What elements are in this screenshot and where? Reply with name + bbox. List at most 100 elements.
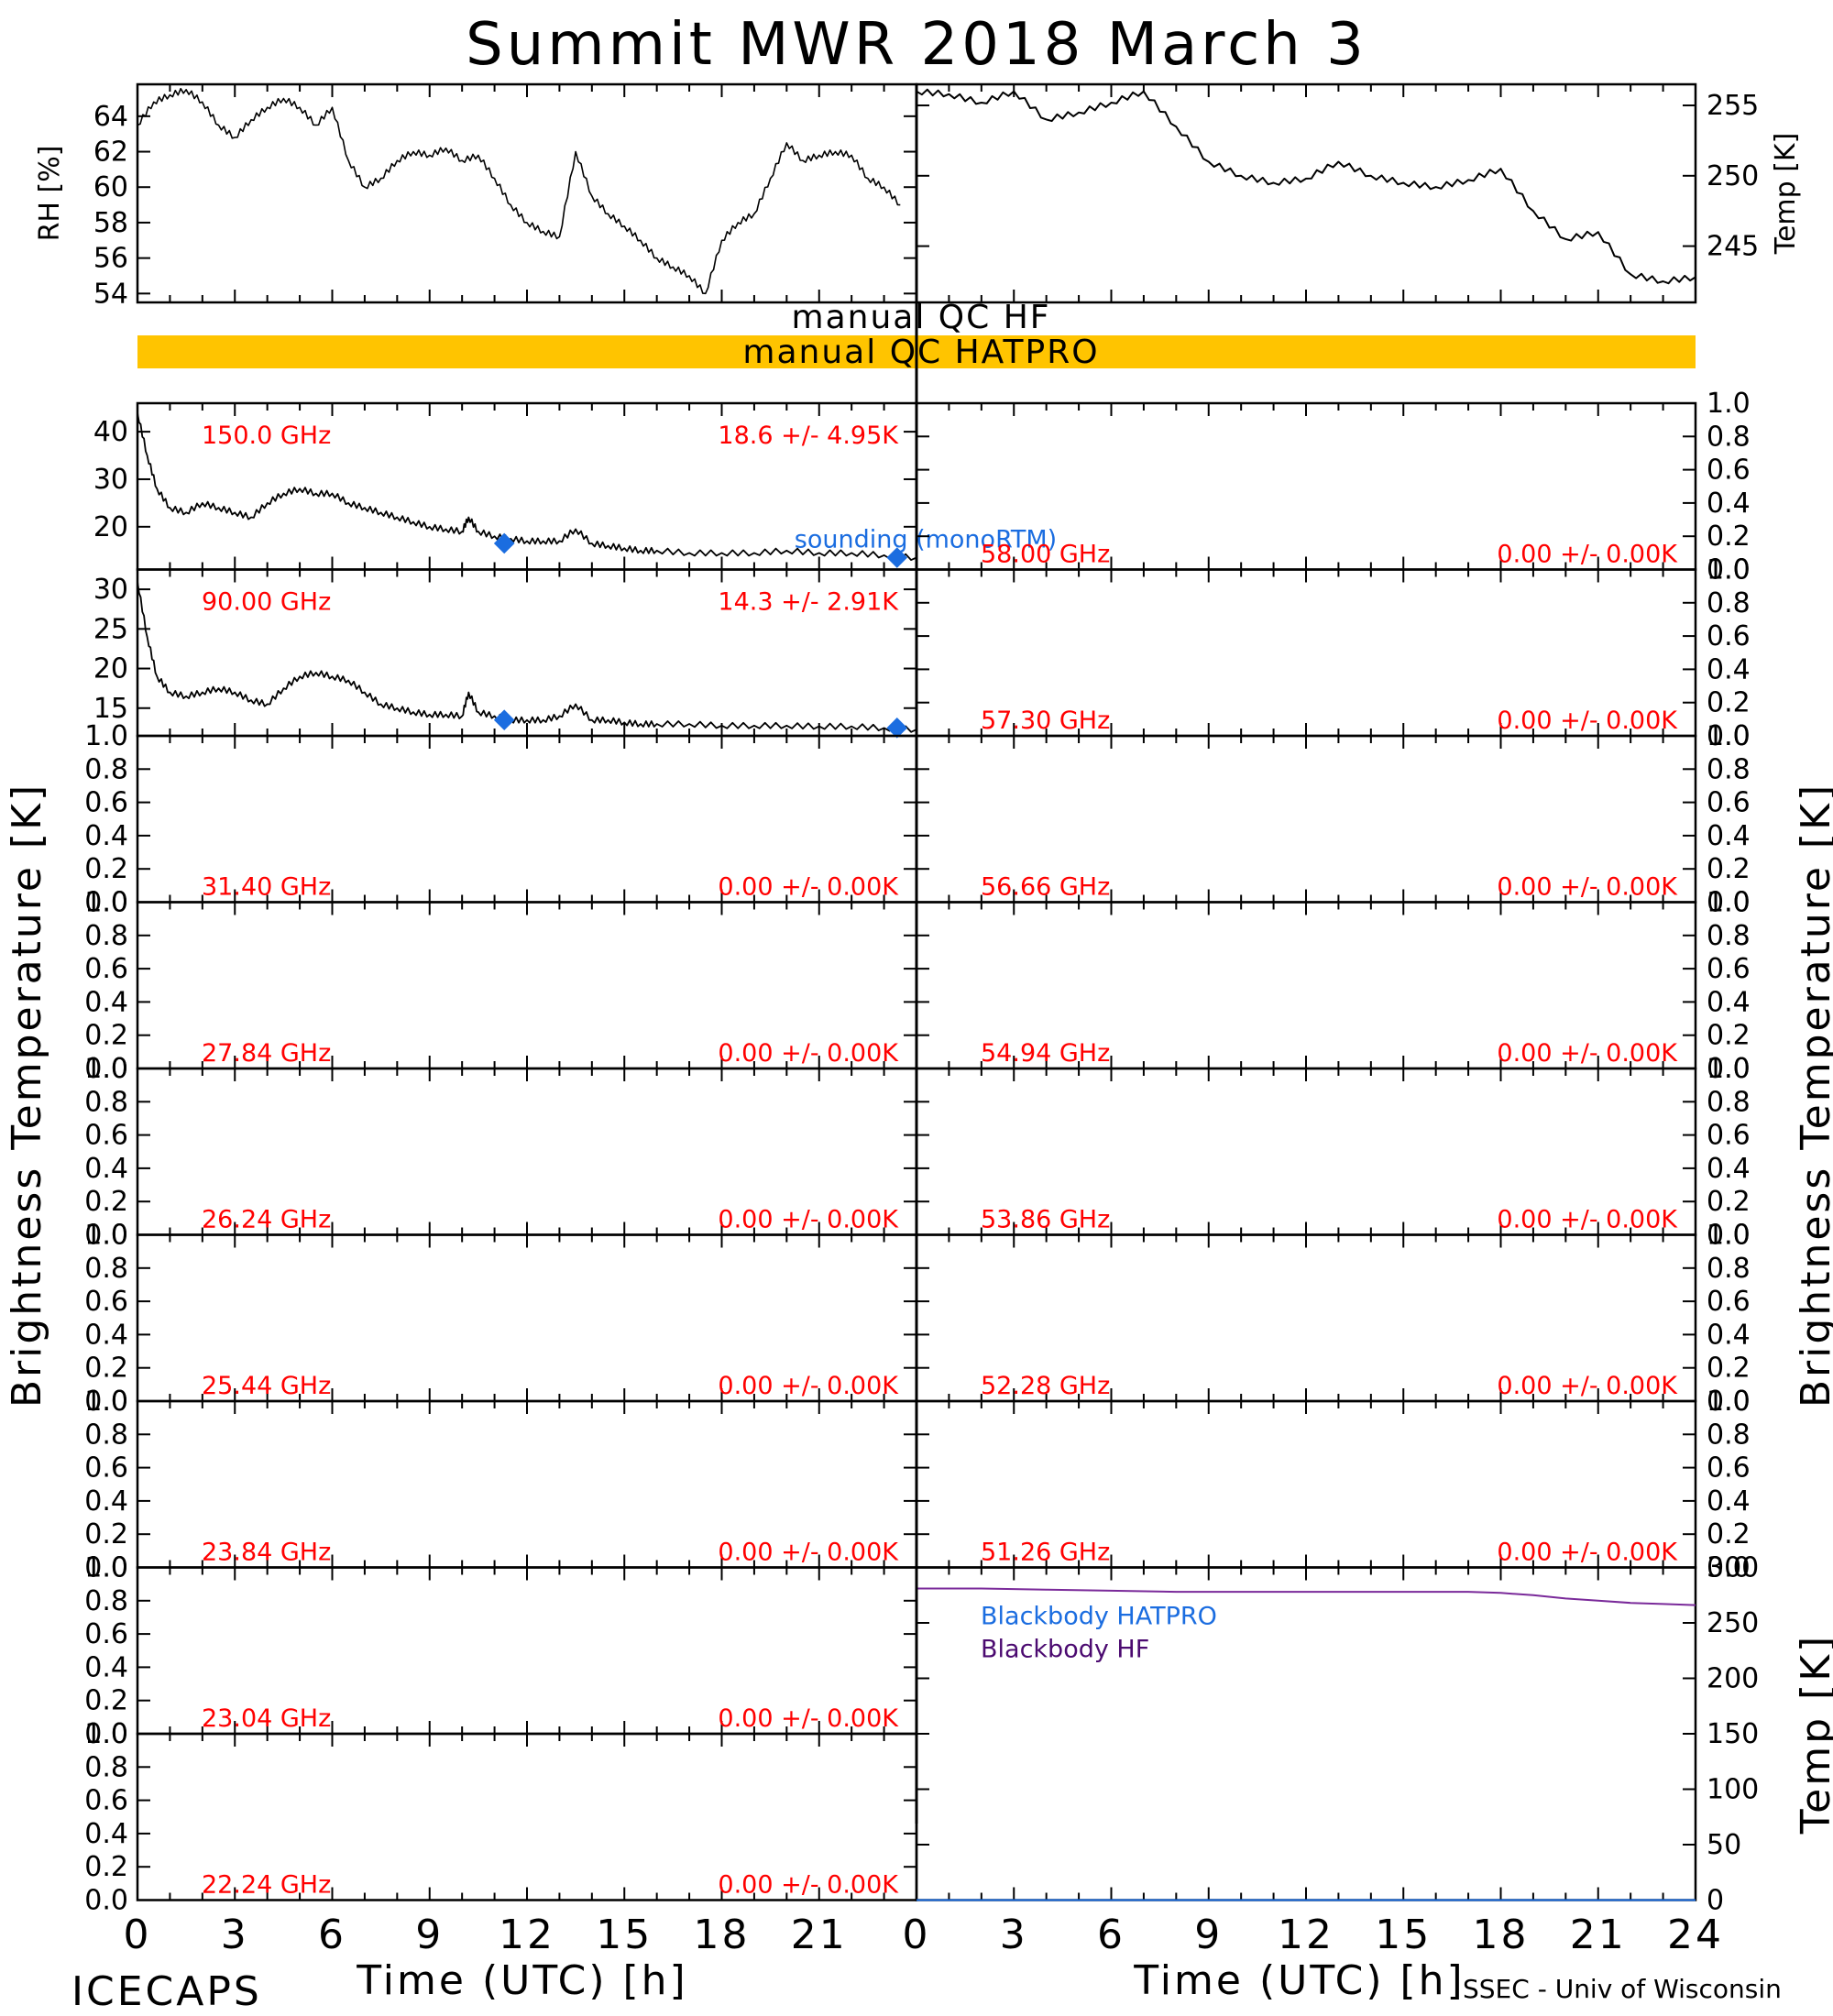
tb-22.24-ytick-label: 0.8	[84, 1751, 128, 1783]
tb-90-line	[137, 581, 917, 733]
tb-56.66-frequency: 56.66 GHz	[981, 873, 1110, 902]
tb-25.44-panel: 0.00.20.40.60.81.025.44 GHz 0.00 +/- 0.00…	[84, 1220, 918, 1418]
tb-27.84-panel: 0.00.20.40.60.81.027.84 GHz 0.00 +/- 0.00…	[84, 887, 918, 1085]
tb-25.44-frequency: 25.44 GHz	[202, 1372, 331, 1400]
tb-58.00-ytick-label: 0.0	[1707, 554, 1751, 586]
tb-58.00-frequency: 58.00 GHz	[981, 541, 1110, 569]
tb-22.24-ytick-label: 0.0	[84, 1885, 128, 1917]
tb-25.44-ytick-label: 0.0	[84, 1386, 128, 1418]
air-temp-ytick-label: 245	[1707, 231, 1759, 263]
x-tick-label-right: 0	[903, 1912, 931, 1958]
tb-54.94-ytick-label: 0.4	[1707, 986, 1751, 1018]
tb-57.30-ytick-label: 0.0	[1707, 720, 1751, 752]
tb-58.00-stats: 0.00 +/- 0.00K	[1497, 541, 1678, 569]
tb-52.28-ytick-label: 0.6	[1707, 1286, 1751, 1318]
legend-blackbody-hatpro: Blackbody HATPRO	[981, 1603, 1217, 1631]
blackbody-ytick-label: 150	[1707, 1718, 1759, 1750]
tb-90-sounding-point	[493, 709, 515, 731]
tb-56.66-stats: 0.00 +/- 0.00K	[1497, 873, 1678, 902]
tb-23.84-ytick-label: 0.6	[84, 1452, 128, 1485]
tb-53.86-ytick-label: 0.8	[1707, 1086, 1751, 1118]
x-tick-label-left: 3	[221, 1912, 249, 1958]
tb-58.00-ytick-label: 0.2	[1707, 520, 1751, 553]
x-tick-label-left: 9	[415, 1912, 444, 1958]
rh-ytick-label: 58	[93, 207, 128, 239]
tb-57.30-ytick-label: 0.4	[1707, 653, 1751, 685]
tb-22.24-stats: 0.00 +/- 0.00K	[718, 1871, 899, 1900]
tb-150-sounding-point	[493, 532, 515, 554]
tb-26.24-ytick-label: 0.8	[84, 1086, 128, 1118]
tb-90-frequency: 90.00 GHz	[202, 588, 331, 617]
tb-52.28-panel: 0.00.20.40.60.81.052.28 GHz 0.00 +/- 0.00…	[915, 1220, 1751, 1418]
tb-58.00-ytick-label: 0.4	[1707, 488, 1751, 520]
tb-54.94-ytick-label: 0.0	[1707, 1053, 1751, 1085]
tb-58.00-ytick-label: 0.6	[1707, 455, 1751, 487]
tb-52.28-ytick-label: 0.8	[1707, 1253, 1751, 1285]
x-tick-label-left: 0	[124, 1912, 152, 1958]
tb-57.30-ytick-label: 0.2	[1707, 687, 1751, 719]
tb-31.40-ytick-label: 0.4	[84, 820, 128, 852]
x-tick-label-right: 12	[1278, 1912, 1334, 1958]
tb-23.04-ytick-label: 0.0	[84, 1718, 128, 1750]
tb-56.66-ytick-label: 0.6	[1707, 787, 1751, 819]
tb-23.04-frequency: 23.04 GHz	[202, 1704, 331, 1733]
tb-54.94-frequency: 54.94 GHz	[981, 1039, 1110, 1068]
tb-25.44-stats: 0.00 +/- 0.00K	[718, 1372, 899, 1400]
rh-ytick-label: 64	[93, 101, 128, 133]
x-axis-label-left: Time (UTC) [h]	[356, 1957, 687, 2004]
left-ylabel: Brightness Temperature [K]	[4, 783, 50, 1408]
tb-27.84-stats: 0.00 +/- 0.00K	[718, 1039, 899, 1068]
tb-23.84-stats: 0.00 +/- 0.00K	[718, 1539, 899, 1567]
x-tick-label-right: 21	[1570, 1912, 1627, 1958]
tb-150-ytick-label: 40	[93, 416, 128, 448]
tb-56.66-ytick-label: 0.8	[1707, 753, 1751, 785]
tb-27.84-ytick-label: 0.2	[84, 1020, 128, 1052]
qc-hatpro-label: manual QC HATPRO	[742, 334, 1099, 371]
tb-26.24-ytick-label: 1.0	[84, 1053, 128, 1085]
tb-31.40-ytick-label: 0.6	[84, 787, 128, 819]
tb-150-frequency: 150.0 GHz	[202, 422, 331, 450]
rh-ylabel: RH [%]	[34, 146, 66, 242]
x-axis-label-right: Time (UTC) [h]	[1133, 1957, 1465, 2004]
tb-150-ytick-label: 20	[93, 511, 128, 543]
tb-23.04-ytick-label: 1.0	[84, 1552, 128, 1584]
x-tick-label-left: 21	[791, 1912, 848, 1958]
tb-57.30-panel: 0.00.20.40.60.81.057.30 GHz 0.00 +/- 0.00…	[915, 554, 1751, 752]
tb-150-sounding-point	[886, 547, 908, 568]
tb-57.30-ytick-label: 1.0	[1707, 554, 1751, 586]
tb-90-stats: 14.3 +/- 2.91K	[718, 588, 899, 617]
air-temp-line	[916, 88, 1696, 285]
blackbody-ytick-label: 100	[1707, 1774, 1759, 1806]
tb-23.04-ytick-label: 0.2	[84, 1685, 128, 1717]
tb-26.24-ytick-label: 0.6	[84, 1120, 128, 1152]
tb-56.66-ytick-label: 0.2	[1707, 853, 1751, 885]
x-tick-label-right: 9	[1194, 1912, 1223, 1958]
x-tick-label-right: 3	[1000, 1912, 1028, 1958]
footer-right: SSEC - Univ of Wisconsin	[1463, 1974, 1782, 2004]
tb-52.28-ytick-label: 0.4	[1707, 1319, 1751, 1351]
tb-31.40-ytick-label: 1.0	[84, 720, 128, 752]
blackbody-ylabel: Temp [K]	[1793, 1634, 1833, 1835]
tb-57.30-frequency: 57.30 GHz	[981, 707, 1110, 735]
tb-150-panel: 20 30 40 150.0 GHz 18.6 +/- 4.95K sounding (m…	[93, 401, 1057, 571]
tb-150-line	[137, 412, 917, 561]
tb-23.84-ytick-label: 0.0	[84, 1552, 128, 1584]
tb-57.30-ytick-label: 0.6	[1707, 620, 1751, 652]
rh-ytick-label: 60	[93, 171, 128, 203]
tb-22.24-frequency: 22.24 GHz	[202, 1871, 331, 1900]
tb-56.66-ytick-label: 1.0	[1707, 720, 1751, 752]
tb-53.86-ytick-label: 1.0	[1707, 1053, 1751, 1085]
tb-90-ytick-label: 30	[93, 574, 128, 606]
rh-ytick-label: 54	[93, 278, 128, 310]
tb-54.94-panel: 0.00.20.40.60.81.054.94 GHz 0.00 +/- 0.00…	[915, 887, 1751, 1085]
tb-52.28-ytick-label: 1.0	[1707, 1220, 1751, 1252]
tb-53.86-frequency: 53.86 GHz	[981, 1206, 1110, 1234]
tb-23.84-ytick-label: 0.4	[84, 1485, 128, 1517]
tb-52.28-frequency: 52.28 GHz	[981, 1372, 1110, 1400]
tb-51.26-ytick-label: 0.8	[1707, 1419, 1751, 1451]
blackbody-ytick-label: 50	[1707, 1829, 1741, 1861]
tb-52.28-stats: 0.00 +/- 0.00K	[1497, 1372, 1678, 1400]
tb-22.24-ytick-label: 1.0	[84, 1718, 128, 1750]
